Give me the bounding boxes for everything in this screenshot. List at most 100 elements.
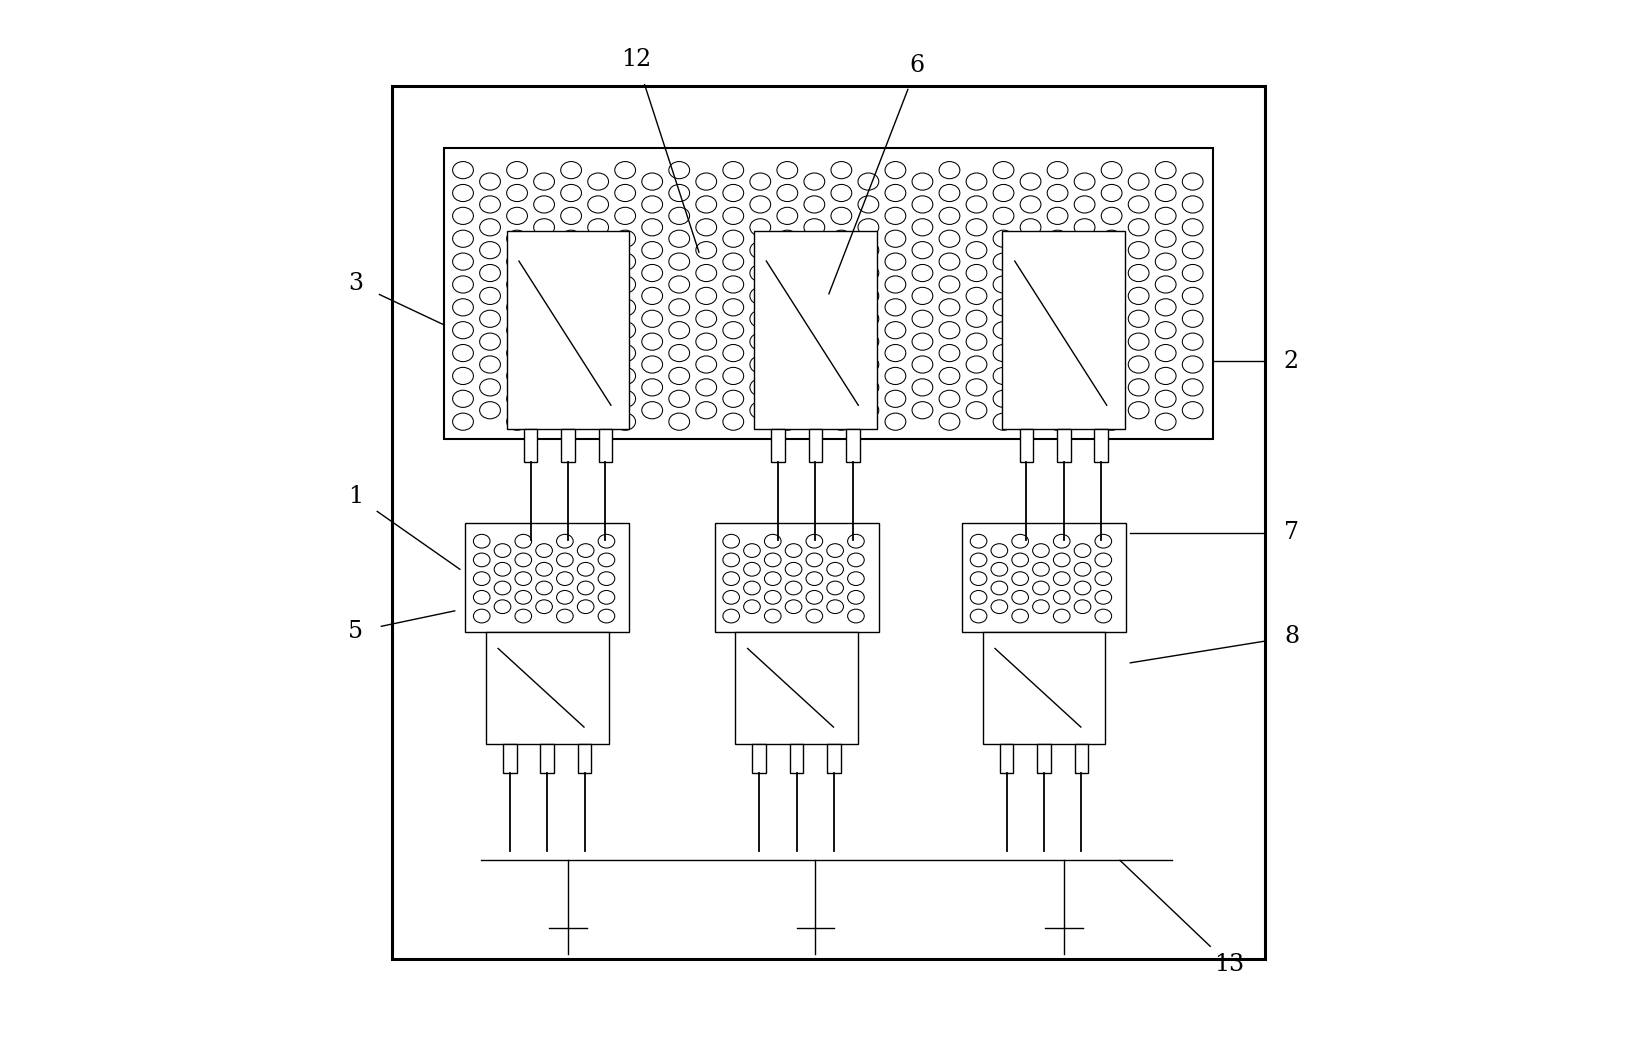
- Ellipse shape: [1020, 264, 1041, 281]
- Ellipse shape: [724, 207, 743, 225]
- Ellipse shape: [642, 173, 663, 190]
- Ellipse shape: [805, 553, 823, 566]
- Ellipse shape: [480, 173, 501, 190]
- Ellipse shape: [832, 184, 851, 202]
- Ellipse shape: [578, 543, 594, 557]
- Ellipse shape: [940, 345, 959, 362]
- Ellipse shape: [507, 299, 527, 316]
- Ellipse shape: [507, 162, 527, 179]
- Ellipse shape: [696, 401, 717, 419]
- Ellipse shape: [598, 572, 616, 585]
- Ellipse shape: [994, 253, 1013, 271]
- Ellipse shape: [786, 600, 802, 613]
- Ellipse shape: [990, 543, 1008, 557]
- Ellipse shape: [616, 276, 635, 293]
- Ellipse shape: [480, 378, 501, 396]
- Ellipse shape: [1020, 401, 1041, 419]
- Ellipse shape: [1048, 207, 1067, 225]
- Ellipse shape: [786, 543, 802, 557]
- Ellipse shape: [696, 241, 717, 259]
- Ellipse shape: [994, 390, 1013, 408]
- Ellipse shape: [452, 276, 473, 293]
- Ellipse shape: [535, 543, 552, 557]
- Ellipse shape: [971, 609, 987, 623]
- Ellipse shape: [670, 162, 689, 179]
- Ellipse shape: [535, 562, 552, 576]
- Ellipse shape: [1074, 310, 1095, 327]
- Ellipse shape: [724, 534, 740, 548]
- Ellipse shape: [940, 390, 959, 408]
- Ellipse shape: [1020, 195, 1041, 213]
- Ellipse shape: [696, 264, 717, 281]
- Ellipse shape: [1020, 333, 1041, 350]
- Ellipse shape: [994, 299, 1013, 316]
- Ellipse shape: [598, 534, 616, 548]
- Ellipse shape: [804, 218, 825, 236]
- Ellipse shape: [588, 218, 609, 236]
- Ellipse shape: [966, 218, 987, 236]
- Ellipse shape: [750, 218, 771, 236]
- Bar: [561, 428, 575, 462]
- Ellipse shape: [1048, 345, 1067, 362]
- Ellipse shape: [940, 253, 959, 271]
- Ellipse shape: [516, 553, 532, 566]
- Text: 5: 5: [349, 620, 363, 643]
- Ellipse shape: [1182, 333, 1203, 350]
- Ellipse shape: [912, 195, 933, 213]
- Ellipse shape: [534, 356, 555, 373]
- Ellipse shape: [848, 534, 864, 548]
- Ellipse shape: [588, 173, 609, 190]
- Ellipse shape: [452, 230, 473, 248]
- Ellipse shape: [588, 333, 609, 350]
- Ellipse shape: [507, 253, 527, 271]
- Bar: [715, 522, 879, 631]
- Ellipse shape: [670, 345, 689, 362]
- Ellipse shape: [642, 356, 663, 373]
- Ellipse shape: [1182, 195, 1203, 213]
- Ellipse shape: [535, 581, 552, 595]
- Ellipse shape: [1048, 413, 1067, 431]
- Ellipse shape: [1182, 264, 1203, 281]
- Ellipse shape: [886, 322, 905, 339]
- Ellipse shape: [616, 253, 635, 271]
- Ellipse shape: [724, 253, 743, 271]
- Ellipse shape: [1156, 207, 1175, 225]
- Ellipse shape: [473, 572, 489, 585]
- Ellipse shape: [886, 345, 905, 362]
- Ellipse shape: [578, 581, 594, 595]
- Ellipse shape: [1156, 276, 1175, 293]
- Ellipse shape: [507, 207, 527, 225]
- Ellipse shape: [1095, 590, 1112, 604]
- Ellipse shape: [1020, 218, 1041, 236]
- Ellipse shape: [804, 264, 825, 281]
- Ellipse shape: [832, 253, 851, 271]
- Ellipse shape: [994, 207, 1013, 225]
- Ellipse shape: [494, 581, 511, 595]
- Ellipse shape: [480, 264, 501, 281]
- Ellipse shape: [1156, 253, 1175, 271]
- Ellipse shape: [940, 230, 959, 248]
- Ellipse shape: [966, 264, 987, 281]
- Ellipse shape: [994, 230, 1013, 248]
- Ellipse shape: [696, 287, 717, 304]
- Ellipse shape: [1156, 345, 1175, 362]
- Bar: [524, 428, 537, 462]
- Ellipse shape: [1054, 609, 1071, 623]
- Ellipse shape: [578, 600, 594, 613]
- Ellipse shape: [670, 322, 689, 339]
- Ellipse shape: [886, 162, 905, 179]
- Ellipse shape: [778, 184, 797, 202]
- Ellipse shape: [561, 207, 581, 225]
- Ellipse shape: [940, 184, 959, 202]
- Ellipse shape: [994, 184, 1013, 202]
- Ellipse shape: [1054, 590, 1071, 604]
- Ellipse shape: [778, 345, 797, 362]
- Ellipse shape: [642, 310, 663, 327]
- Ellipse shape: [473, 534, 489, 548]
- Ellipse shape: [1048, 390, 1067, 408]
- Ellipse shape: [1020, 356, 1041, 373]
- Ellipse shape: [750, 333, 771, 350]
- Ellipse shape: [588, 378, 609, 396]
- Ellipse shape: [696, 310, 717, 327]
- Ellipse shape: [516, 590, 532, 604]
